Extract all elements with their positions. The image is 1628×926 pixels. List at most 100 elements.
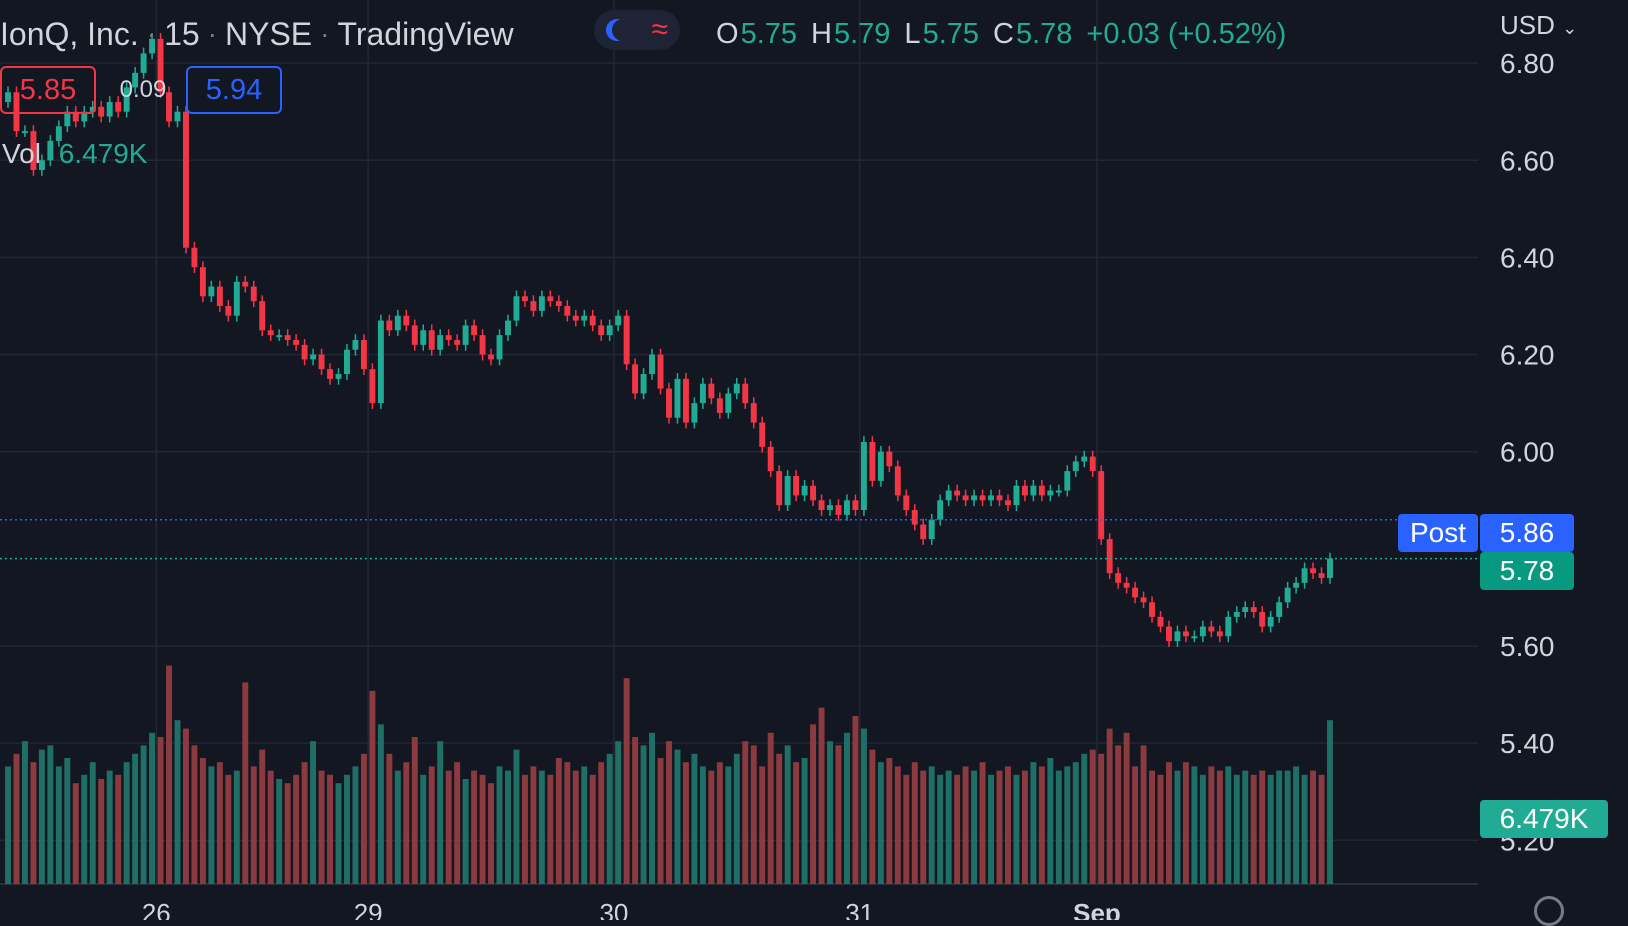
bid-price-button[interactable]: 5.85 (0, 66, 96, 114)
candle-body (5, 92, 11, 102)
currency-label: USD (1500, 10, 1555, 40)
candle-body (199, 267, 206, 297)
candle-body (496, 335, 503, 360)
volume-bar (1182, 762, 1189, 884)
ask-price-button[interactable]: 5.94 (186, 66, 282, 114)
chart-header: IonQ, Inc. · 15 · NYSE · TradingView (0, 10, 514, 58)
candle-body (335, 374, 342, 379)
volume-legend[interactable]: Vol 6.479K (2, 138, 147, 170)
session-toggle[interactable]: ≈ (594, 10, 680, 50)
symbol-name[interactable]: IonQ, Inc. (0, 15, 139, 52)
volume-bar (945, 770, 952, 884)
candle-body (1149, 602, 1156, 617)
volume-bar (182, 728, 189, 884)
candle-body (1047, 490, 1054, 496)
volume-bar (1072, 762, 1079, 884)
candle-body (428, 330, 435, 350)
volume-bar (733, 753, 740, 884)
candle-body (581, 315, 588, 321)
gear-icon[interactable] (1534, 896, 1564, 926)
volume-bar (318, 770, 325, 884)
volume-bar (1208, 766, 1215, 884)
candle-body (784, 476, 791, 506)
separator-dot: · (146, 18, 157, 49)
volume-bar (521, 774, 528, 884)
volume-tag: 6.479K (1480, 800, 1608, 838)
candle-body (674, 378, 681, 418)
candle-body (1327, 558, 1333, 578)
volume-bar (47, 745, 54, 884)
volume-bar (445, 770, 452, 884)
candle-body (1115, 573, 1122, 583)
candle-body (971, 495, 978, 501)
volume-bar (344, 774, 350, 884)
volume-bar (1030, 762, 1037, 884)
volume-bar (564, 762, 571, 884)
volume-bar (1318, 774, 1325, 884)
volume-bar (1149, 770, 1156, 884)
volume-bar (386, 753, 393, 884)
ohlc-legend: O 5.75 H 5.79 L 5.75 C 5.78 +0.03 (+0.52… (716, 14, 1286, 54)
candle-body (369, 369, 376, 404)
volume-bar (411, 737, 418, 884)
volume-bar (843, 732, 850, 884)
volume-bar (1301, 774, 1308, 884)
volume-bar (1055, 770, 1062, 884)
candle-body (1098, 471, 1105, 540)
volume-bar (140, 745, 147, 884)
volume-bar (1250, 774, 1257, 884)
x-tick-label: 26 (142, 898, 171, 920)
volume-bar (115, 774, 122, 884)
candle-body (123, 87, 130, 112)
volume-bar (1225, 766, 1232, 884)
moon-icon[interactable] (612, 19, 634, 41)
volume-bar (488, 783, 495, 884)
volume-bar (818, 707, 825, 884)
volume-bar (666, 741, 672, 884)
candle-body (1140, 597, 1147, 603)
volume-bar (1216, 770, 1223, 884)
volume-bar (1199, 774, 1206, 884)
candle-body (182, 111, 189, 248)
candle-body (233, 281, 240, 316)
candle-body (513, 296, 520, 321)
candle-body (920, 524, 927, 540)
volume-bar (149, 732, 156, 884)
volume-bar (750, 745, 757, 884)
candle-body (632, 364, 639, 394)
currency-selector[interactable]: USD ⌄ (1500, 10, 1577, 41)
candle-body (1166, 626, 1172, 642)
volume-bar (988, 774, 994, 884)
candle-body (276, 335, 283, 338)
volume-bar (572, 770, 579, 884)
volume-bar (377, 724, 384, 884)
candle-body (259, 301, 266, 331)
volume-bar (615, 741, 622, 884)
candle-body (962, 495, 969, 501)
volume-bar (996, 770, 1003, 884)
candle-body (216, 286, 223, 306)
candle-body (1301, 568, 1308, 583)
candle-body (1276, 602, 1283, 617)
volume-bar (420, 774, 427, 884)
candle-body (1250, 607, 1257, 612)
x-tick-label: 31 (845, 898, 874, 920)
candle-body (649, 354, 656, 374)
volume-bar (428, 766, 435, 884)
volume-label: Vol (2, 138, 41, 169)
candle-body (818, 500, 825, 510)
wave-icon[interactable]: ≈ (651, 13, 669, 46)
volume-bar (581, 766, 588, 884)
y-tick-label: 6.80 (1500, 48, 1555, 79)
candle-body (1005, 500, 1011, 506)
y-tick-label: 6.20 (1500, 340, 1555, 371)
volume-bar (589, 774, 596, 884)
volume-bar (64, 758, 71, 884)
candle-body (318, 354, 325, 370)
volume-bar (394, 770, 401, 884)
volume-bar (530, 766, 537, 884)
volume-bar (649, 732, 656, 884)
candle-body (1293, 582, 1300, 588)
interval-label[interactable]: 15 (164, 15, 200, 52)
